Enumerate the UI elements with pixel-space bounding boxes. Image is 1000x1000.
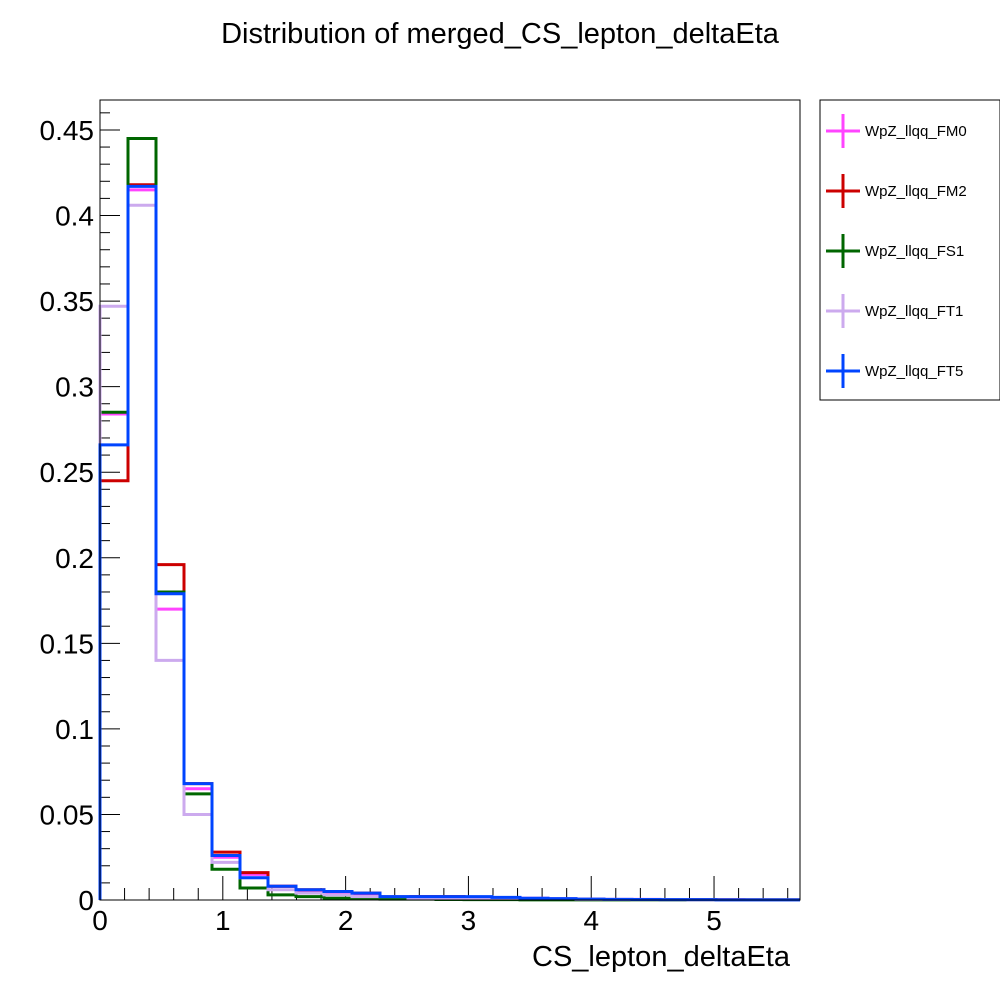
x-tick-label: 3 bbox=[461, 905, 477, 936]
x-axis-title: CS_lepton_deltaEta bbox=[532, 941, 791, 973]
x-tick-label: 5 bbox=[706, 905, 722, 936]
x-tick-label: 0 bbox=[92, 905, 108, 936]
legend-label: WpZ_llqq_FT5 bbox=[865, 363, 963, 380]
y-tick-label: 0.1 bbox=[55, 714, 94, 745]
x-axis: 0 1 2 3 4 5 bbox=[92, 876, 789, 936]
plot-frame bbox=[99, 99, 801, 901]
y-tick-label: 0.3 bbox=[55, 372, 94, 403]
legend-label: WpZ_llqq_FT1 bbox=[865, 303, 963, 320]
y-tick-label: 0 bbox=[78, 885, 94, 916]
y-tick-label: 0.15 bbox=[40, 628, 95, 659]
y-tick-label: 0.25 bbox=[40, 457, 95, 488]
y-axis: 0 0.05 0.1 0.15 0.2 0.25 0.3 0.35 0.4 0.45 bbox=[40, 112, 120, 916]
legend-label: WpZ_llqq_FS1 bbox=[865, 243, 964, 260]
x-tick-label: 2 bbox=[338, 905, 354, 936]
legend-label: WpZ_llqq_FM0 bbox=[865, 123, 967, 140]
x-tick-label: 4 bbox=[583, 905, 599, 936]
legend: WpZ_llqq_FM0 WpZ_llqq_FM2 WpZ_llqq_FS1 WpZ_… bbox=[819, 99, 1000, 401]
y-tick-label: 0.05 bbox=[40, 799, 95, 830]
series-line-wpz-llqq-ft5 bbox=[98, 184, 800, 902]
y-tick-label: 0.4 bbox=[55, 201, 94, 232]
legend-label: WpZ_llqq_FM2 bbox=[865, 183, 967, 200]
chart-title: Distribution of merged_CS_lepton_deltaEt… bbox=[221, 18, 780, 50]
y-tick-label: 0.35 bbox=[40, 286, 95, 317]
y-tick-label: 0.45 bbox=[40, 115, 95, 146]
y-tick-label: 0.2 bbox=[55, 543, 94, 574]
x-tick-label: 1 bbox=[215, 905, 231, 936]
